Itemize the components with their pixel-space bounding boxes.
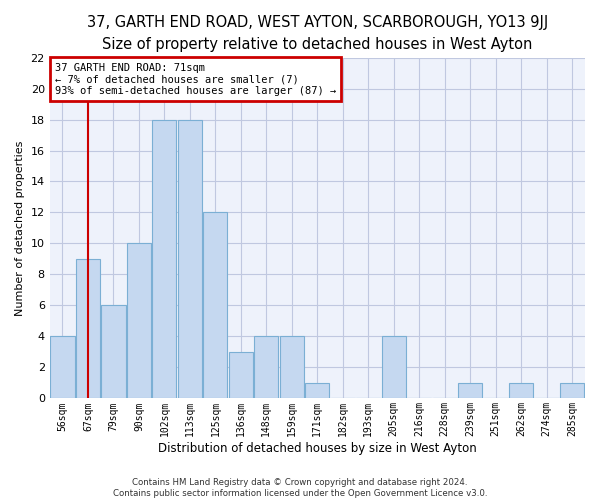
Bar <box>50 336 74 398</box>
Bar <box>229 352 253 399</box>
Text: Contains HM Land Registry data © Crown copyright and database right 2024.
Contai: Contains HM Land Registry data © Crown c… <box>113 478 487 498</box>
Bar <box>203 212 227 398</box>
Bar <box>254 336 278 398</box>
Bar <box>127 244 151 398</box>
Bar <box>458 383 482 398</box>
Bar <box>178 120 202 398</box>
Bar <box>560 383 584 398</box>
Bar <box>101 306 125 398</box>
Bar <box>509 383 533 398</box>
X-axis label: Distribution of detached houses by size in West Ayton: Distribution of detached houses by size … <box>158 442 477 455</box>
Text: 37 GARTH END ROAD: 71sqm
← 7% of detached houses are smaller (7)
93% of semi-det: 37 GARTH END ROAD: 71sqm ← 7% of detache… <box>55 62 336 96</box>
Y-axis label: Number of detached properties: Number of detached properties <box>15 140 25 316</box>
Bar <box>76 259 100 398</box>
Bar <box>382 336 406 398</box>
Bar <box>305 383 329 398</box>
Bar <box>152 120 176 398</box>
Title: 37, GARTH END ROAD, WEST AYTON, SCARBOROUGH, YO13 9JJ
Size of property relative : 37, GARTH END ROAD, WEST AYTON, SCARBORO… <box>87 15 548 52</box>
Bar <box>280 336 304 398</box>
